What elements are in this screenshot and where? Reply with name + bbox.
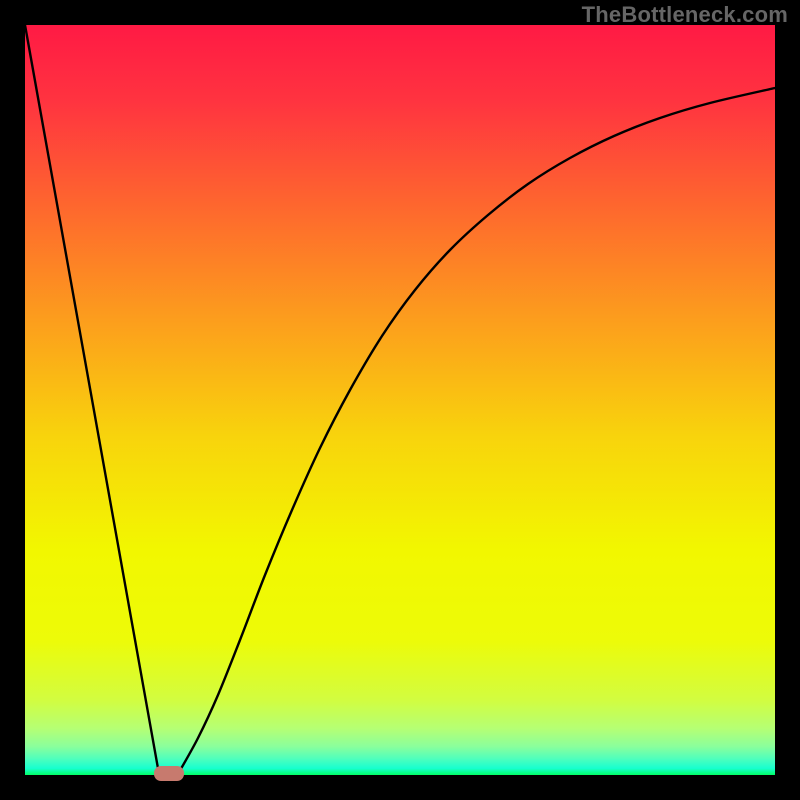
minimum-marker	[154, 766, 184, 781]
watermark-text: TheBottleneck.com	[582, 2, 788, 28]
plot-background	[25, 25, 775, 775]
chart-container: { "watermark": "TheBottleneck.com", "cha…	[0, 0, 800, 800]
bottleneck-chart	[0, 0, 800, 800]
